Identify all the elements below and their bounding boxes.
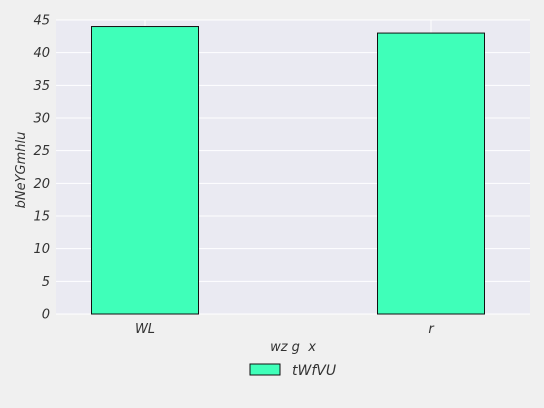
legend-label: tWfVU [292,363,336,379]
bar-WL [91,26,199,315]
y-tick-label: 0 [42,308,50,323]
x-tick-label: r [428,322,435,337]
bars-group [91,26,485,315]
y-axis-label: bNeYGmhlu [14,132,29,209]
y-tick-label: 35 [33,79,50,94]
bar-r [377,32,485,315]
y-tick-label: 10 [33,242,50,257]
y-tick-label: 40 [33,46,50,61]
y-tick-label: 45 [33,14,50,29]
y-tick-label: 20 [33,177,50,192]
legend-swatch [249,363,281,376]
y-tick-label: 15 [33,210,50,225]
x-tick-labels: WL r [135,322,435,337]
x-axis-label: wz g x [270,340,316,355]
y-tick-label: 30 [33,112,50,127]
legend: tWfVU [249,363,336,379]
x-tick-label: WL [135,322,155,337]
y-tick-labels: 0 5 10 15 20 25 30 35 40 45 [33,14,50,323]
y-tick-label: 25 [33,144,50,159]
y-tick-label: 5 [42,275,50,290]
